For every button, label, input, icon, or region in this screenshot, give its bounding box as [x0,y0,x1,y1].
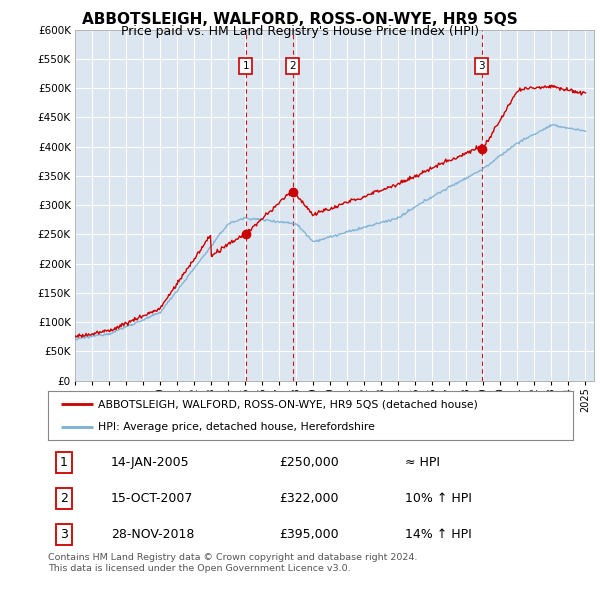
Text: HPI: Average price, detached house, Herefordshire: HPI: Average price, detached house, Here… [98,422,375,432]
Text: 1: 1 [60,455,68,468]
Text: £250,000: £250,000 [279,455,339,468]
Text: 3: 3 [60,527,68,540]
Text: 2: 2 [289,61,296,71]
Text: 14-JAN-2005: 14-JAN-2005 [111,455,190,468]
Text: 1: 1 [242,61,249,71]
Text: 15-OCT-2007: 15-OCT-2007 [111,491,193,504]
Text: ≈ HPI: ≈ HPI [405,455,440,468]
Text: 2: 2 [60,491,68,504]
Text: Price paid vs. HM Land Registry's House Price Index (HPI): Price paid vs. HM Land Registry's House … [121,25,479,38]
Text: ABBOTSLEIGH, WALFORD, ROSS-ON-WYE, HR9 5QS (detached house): ABBOTSLEIGH, WALFORD, ROSS-ON-WYE, HR9 5… [98,399,478,409]
Text: Contains HM Land Registry data © Crown copyright and database right 2024.
This d: Contains HM Land Registry data © Crown c… [48,553,418,573]
Text: 10% ↑ HPI: 10% ↑ HPI [405,491,472,504]
Text: £395,000: £395,000 [279,527,338,540]
Text: ABBOTSLEIGH, WALFORD, ROSS-ON-WYE, HR9 5QS: ABBOTSLEIGH, WALFORD, ROSS-ON-WYE, HR9 5… [82,12,518,27]
Text: 14% ↑ HPI: 14% ↑ HPI [405,527,472,540]
Text: 3: 3 [479,61,485,71]
Text: £322,000: £322,000 [279,491,338,504]
Text: 28-NOV-2018: 28-NOV-2018 [111,527,194,540]
